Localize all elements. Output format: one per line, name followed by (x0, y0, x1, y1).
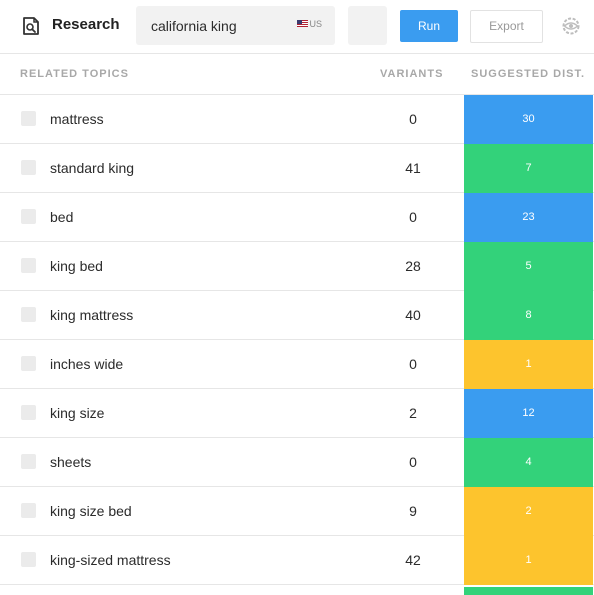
row-checkbox[interactable] (21, 258, 36, 273)
export-button[interactable]: Export (470, 10, 543, 43)
variants-count: 40 (405, 307, 421, 323)
eye-settings-icon[interactable] (561, 16, 581, 36)
topic-label: bed (50, 209, 74, 225)
row-checkbox[interactable] (21, 160, 36, 175)
row-checkbox[interactable] (21, 111, 36, 126)
row-checkbox[interactable] (21, 552, 36, 567)
topics-table: mattress 0 30 standard king 41 7 bed 0 23 king be… (0, 95, 594, 585)
variants-count: 9 (409, 503, 417, 519)
variants-count: 42 (405, 552, 421, 568)
row-checkbox[interactable] (21, 405, 36, 420)
table-row[interactable]: standard king 41 7 (0, 144, 594, 193)
row-checkbox[interactable] (21, 209, 36, 224)
row-checkbox[interactable] (21, 503, 36, 518)
table-row[interactable]: bed 0 23 (0, 193, 594, 242)
search-input[interactable]: california king US (136, 6, 335, 45)
topic-label: king bed (50, 258, 103, 274)
variants-count: 0 (409, 209, 417, 225)
suggested-dist-cell: 4 (464, 438, 593, 487)
suggested-dist-cell: 2 (464, 487, 593, 536)
table-row[interactable]: sheets 0 4 (0, 438, 594, 487)
row-checkbox[interactable] (21, 454, 36, 469)
suggested-dist-cell: 30 (464, 95, 593, 144)
header-related-topics[interactable]: RELATED TOPICS (20, 68, 129, 80)
row-checkbox[interactable] (21, 307, 36, 322)
search-document-icon (20, 15, 42, 37)
search-query[interactable]: california king (151, 18, 237, 34)
suggested-dist-cell: 1 (464, 340, 593, 389)
table-row[interactable]: king bed 28 5 (0, 242, 594, 291)
suggested-dist-cell: 7 (464, 144, 593, 193)
suggested-dist-cell: 5 (464, 242, 593, 291)
row-checkbox[interactable] (21, 356, 36, 371)
suggested-dist-cell: 23 (464, 193, 593, 242)
variants-count: 28 (405, 258, 421, 274)
locale-selector[interactable]: US (297, 19, 322, 29)
run-button[interactable]: Run (400, 10, 458, 42)
variants-count: 2 (409, 405, 417, 421)
variants-count: 0 (409, 356, 417, 372)
header-variants[interactable]: VARIANTS (380, 68, 444, 80)
topic-label: standard king (50, 160, 135, 176)
topic-label: king-sized mattress (50, 552, 171, 568)
topic-label: mattress (50, 111, 104, 127)
top-bar: Research california king US Run Export (0, 0, 594, 54)
option-box[interactable] (348, 6, 387, 45)
locale-label: US (309, 19, 322, 29)
table-row[interactable]: inches wide 0 1 (0, 340, 594, 389)
table-row[interactable]: king mattress 40 8 (0, 291, 594, 340)
topic-label: king size bed (50, 503, 132, 519)
us-flag-icon (297, 20, 309, 27)
table-header: RELATED TOPICS VARIANTS SUGGESTED DIST. (0, 54, 594, 95)
next-row-dist-cell (464, 587, 593, 595)
variants-count: 41 (405, 160, 421, 176)
topic-label: inches wide (50, 356, 124, 372)
header-suggested-dist[interactable]: SUGGESTED DIST. (471, 68, 586, 80)
table-row[interactable]: mattress 0 30 (0, 95, 594, 144)
suggested-dist-cell: 8 (464, 291, 593, 340)
suggested-dist-cell: 1 (464, 536, 593, 585)
topic-label: king size (50, 405, 105, 421)
suggested-dist-cell: 12 (464, 389, 593, 438)
variants-count: 0 (409, 111, 417, 127)
topic-label: king mattress (50, 307, 134, 323)
topic-label: sheets (50, 454, 92, 470)
table-row[interactable]: king-sized mattress 42 1 (0, 536, 594, 585)
variants-count: 0 (409, 454, 417, 470)
table-row[interactable]: king size 2 12 (0, 389, 594, 438)
table-row[interactable]: king size bed 9 2 (0, 487, 594, 536)
app-title: Research (52, 16, 120, 33)
